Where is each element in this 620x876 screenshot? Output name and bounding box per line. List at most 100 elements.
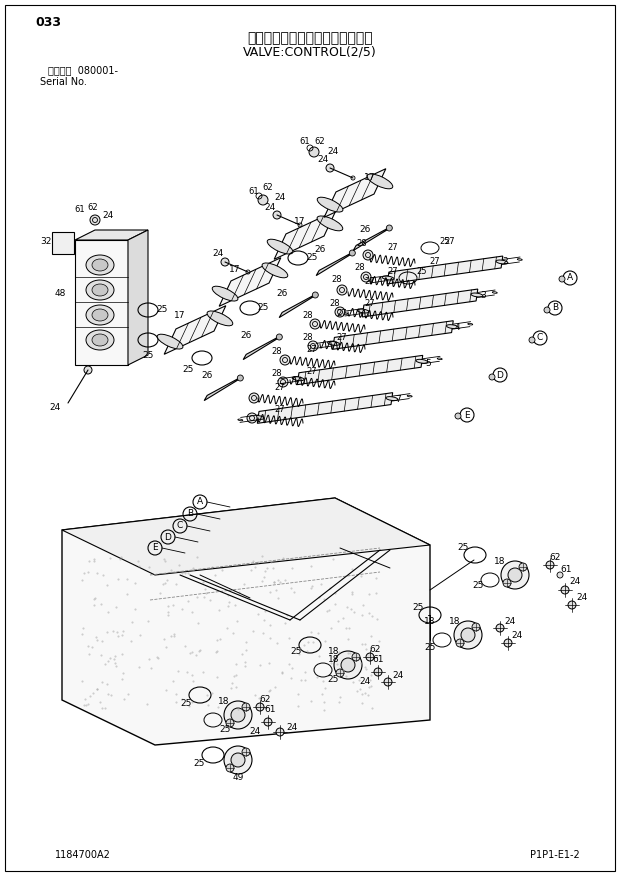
Text: 25: 25 [440,237,450,246]
Circle shape [309,147,319,157]
Text: 24: 24 [50,404,61,413]
Ellipse shape [357,309,369,313]
Text: 61: 61 [74,206,86,215]
Circle shape [221,258,229,266]
Polygon shape [219,258,281,307]
Circle shape [247,413,257,423]
Text: 18: 18 [494,557,506,567]
Circle shape [341,658,355,672]
Polygon shape [257,392,392,423]
Circle shape [456,639,464,647]
Text: 62: 62 [87,202,99,211]
Text: 24: 24 [360,676,371,686]
Ellipse shape [92,309,108,321]
Circle shape [529,337,535,343]
Text: 28: 28 [356,239,367,249]
Circle shape [361,272,371,282]
Text: 25: 25 [156,306,167,314]
Text: A: A [197,498,203,506]
Text: 61: 61 [249,187,259,195]
Text: 25: 25 [143,351,154,361]
Circle shape [557,572,563,578]
Polygon shape [62,498,430,575]
Text: B: B [187,510,193,519]
Text: 27: 27 [275,384,285,392]
Circle shape [559,276,565,282]
Polygon shape [52,232,74,254]
Text: 27: 27 [445,237,455,246]
Circle shape [454,621,482,649]
Polygon shape [75,230,148,240]
Text: 18: 18 [328,647,340,656]
Text: 61: 61 [264,705,276,715]
Circle shape [226,719,234,727]
Text: 32: 32 [40,237,51,246]
Ellipse shape [207,311,232,326]
Circle shape [231,708,245,722]
Ellipse shape [446,325,458,328]
Circle shape [310,319,320,329]
Circle shape [568,601,576,609]
Text: 25: 25 [219,724,231,733]
Circle shape [504,639,512,647]
Circle shape [278,377,288,387]
Circle shape [242,703,250,711]
Text: 24: 24 [569,577,580,587]
Text: 25: 25 [257,303,268,313]
Circle shape [90,215,100,225]
Text: 24: 24 [512,632,523,640]
Circle shape [334,651,362,679]
Circle shape [249,393,259,403]
Text: 28: 28 [330,300,340,308]
Circle shape [280,355,290,365]
Circle shape [337,285,347,295]
Text: 24: 24 [577,594,588,603]
Text: 17: 17 [229,265,241,274]
Text: 24: 24 [275,194,286,202]
Text: 25: 25 [424,642,436,652]
Ellipse shape [496,260,508,264]
Circle shape [386,225,392,231]
Circle shape [237,375,243,381]
Polygon shape [243,336,280,360]
Text: 17: 17 [294,217,306,227]
Text: 5: 5 [425,358,431,368]
Polygon shape [204,378,241,400]
Circle shape [312,292,318,298]
Text: E: E [464,411,470,420]
Text: 26: 26 [202,371,213,380]
Polygon shape [316,252,353,276]
Text: 28: 28 [272,348,282,357]
Circle shape [544,307,550,313]
Text: 28: 28 [332,275,342,285]
Text: 26: 26 [360,225,371,235]
Ellipse shape [317,216,343,230]
Text: 17: 17 [365,173,376,182]
Text: 25: 25 [472,582,484,590]
Ellipse shape [157,335,183,349]
Text: B: B [552,303,558,313]
Text: D: D [497,371,503,379]
Text: 27: 27 [307,368,317,377]
Polygon shape [297,356,423,385]
Ellipse shape [252,415,264,420]
Text: 26: 26 [277,288,288,298]
Circle shape [231,753,245,767]
Circle shape [226,764,234,772]
Ellipse shape [382,276,394,280]
Circle shape [277,334,282,340]
Text: 28: 28 [272,370,282,378]
Ellipse shape [386,397,398,400]
Text: 033: 033 [35,17,61,30]
Circle shape [384,678,392,686]
Circle shape [472,623,480,631]
Text: 1184700A2: 1184700A2 [55,850,111,860]
Ellipse shape [92,259,108,271]
Circle shape [374,668,382,676]
Ellipse shape [86,330,114,350]
Text: A: A [567,273,573,282]
Text: 27: 27 [337,333,347,342]
Text: 24: 24 [327,146,339,156]
Text: 24: 24 [286,723,298,731]
Ellipse shape [262,263,288,278]
